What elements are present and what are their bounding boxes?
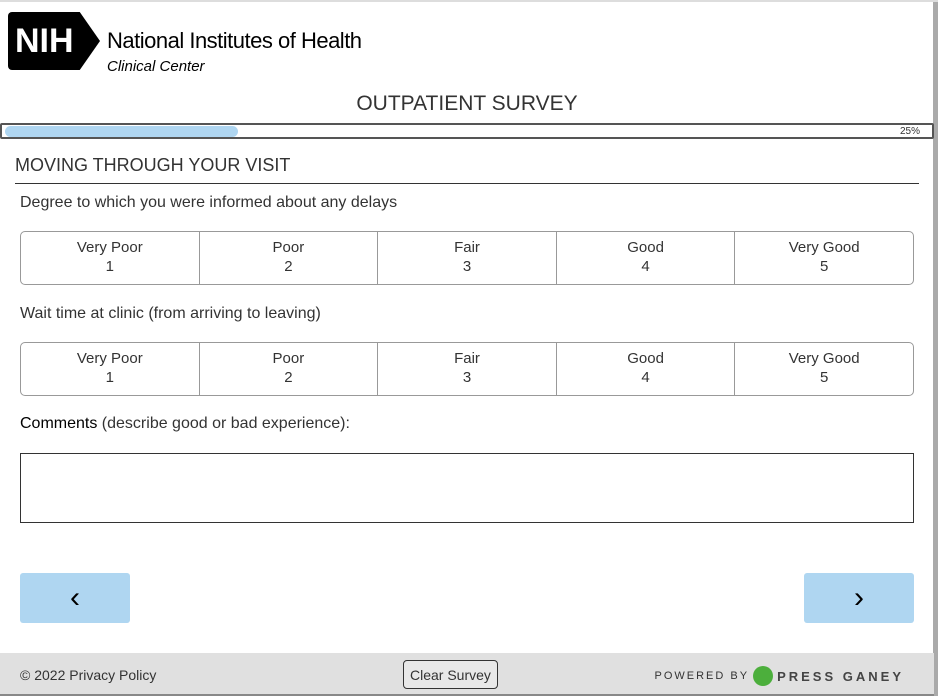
- option-value: 2: [284, 369, 293, 386]
- option-label: Poor: [272, 239, 305, 256]
- nih-mark: NIH: [8, 12, 100, 70]
- org-sub: Clinical Center: [107, 58, 205, 75]
- option-label: Good: [627, 239, 664, 256]
- rating-option[interactable]: Fair 3: [378, 343, 557, 395]
- rating-option[interactable]: Good 4: [557, 343, 736, 395]
- progress-label: 25%: [899, 126, 920, 137]
- rating-scale: Very Poor 1 Poor 2 Fair 3 Good 4 Very Good 5: [20, 342, 914, 396]
- question-text: Degree to which you were informed about …: [20, 194, 398, 211]
- nih-logo: NIH National Institutes of Health Clinic…: [8, 12, 362, 75]
- option-label: Very Good: [788, 350, 860, 367]
- chevron-right-icon: ›: [854, 581, 864, 614]
- footer: © 2022 Privacy Policy Clear Survey POWER…: [0, 653, 934, 696]
- org-name: National Institutes of Health: [107, 28, 362, 53]
- comments-label: Comments (describe good or bad experienc…: [20, 415, 350, 432]
- press-ganey-leaf-icon: [753, 666, 774, 686]
- press-ganey-logo: POWERED BY PRESS GANEY: [655, 666, 905, 686]
- option-value: 2: [284, 258, 293, 275]
- scrollbar[interactable]: [933, 2, 938, 696]
- rating-option[interactable]: Poor 2: [200, 343, 379, 395]
- rating-option[interactable]: Very Poor 1: [21, 232, 200, 284]
- option-label: Fair: [454, 239, 480, 256]
- option-label: Very Good: [788, 239, 860, 256]
- option-value: 1: [105, 369, 114, 386]
- rating-option[interactable]: Very Poor 1: [21, 343, 200, 395]
- option-value: 3: [462, 369, 472, 386]
- page-title: OUTPATIENT SURVEY: [356, 92, 578, 115]
- option-value: 1: [105, 258, 114, 275]
- option-value: 4: [641, 369, 650, 386]
- option-value: 3: [462, 258, 472, 275]
- option-value: 5: [820, 258, 829, 275]
- privacy-policy-link[interactable]: © 2022 Privacy Policy: [20, 667, 157, 683]
- rating-scale: Very Poor 1 Poor 2 Fair 3 Good 4 Very Good 5: [20, 231, 914, 285]
- rating-option[interactable]: Very Good 5: [735, 343, 913, 395]
- next-button[interactable]: ›: [804, 573, 914, 623]
- rating-option[interactable]: Fair 3: [378, 232, 557, 284]
- progress-bar: 25%: [0, 123, 934, 139]
- rating-option[interactable]: Good 4: [557, 232, 736, 284]
- question-text: Wait time at clinic (from arriving to le…: [20, 305, 321, 322]
- option-label: Very Poor: [76, 239, 143, 256]
- comments-input[interactable]: [20, 453, 914, 523]
- previous-button[interactable]: ‹: [20, 573, 130, 623]
- option-label: Very Poor: [76, 350, 143, 367]
- option-label: Poor: [272, 350, 305, 367]
- option-value: 4: [641, 258, 650, 275]
- clear-survey-button[interactable]: Clear Survey: [403, 660, 498, 689]
- chevron-left-icon: ‹: [70, 581, 80, 614]
- option-label: Fair: [454, 350, 480, 367]
- rating-option[interactable]: Poor 2: [200, 232, 379, 284]
- option-value: 5: [820, 369, 829, 386]
- rating-option[interactable]: Very Good 5: [735, 232, 913, 284]
- section-title: MOVING THROUGH YOUR VISIT: [15, 155, 919, 184]
- option-label: Good: [627, 350, 664, 367]
- progress-fill: [5, 126, 238, 137]
